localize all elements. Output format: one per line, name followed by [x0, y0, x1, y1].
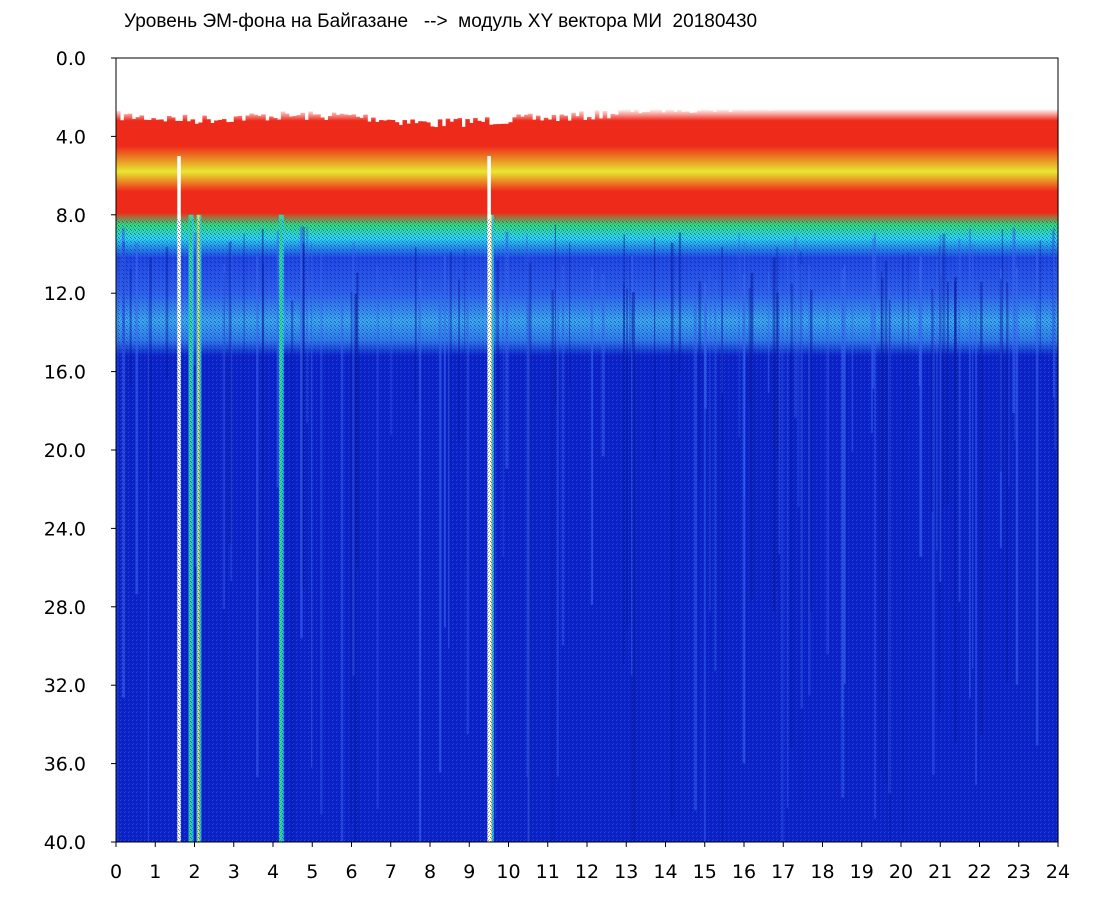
x-tick-label: 15: [693, 861, 717, 883]
x-tick-label: 7: [385, 861, 397, 883]
x-tick-label: 11: [536, 861, 560, 883]
x-tick-label: 14: [653, 861, 677, 883]
y-tick-label: 24.0: [44, 518, 86, 540]
x-tick-label: 21: [928, 861, 952, 883]
x-tick-label: 20: [889, 861, 913, 883]
x-tick-label: 2: [188, 861, 200, 883]
x-axis: 0 1 2 3 4 5 6 7 8 9 10 11 12 13 14 15 16 17 18 19 20 21 22 23 24: [110, 842, 1070, 883]
x-tick-label: 13: [614, 861, 638, 883]
x-tick-label: 23: [1007, 861, 1031, 883]
x-tick-label: 0: [110, 861, 122, 883]
x-tick-label: 8: [424, 861, 436, 883]
y-tick-label: 4.0: [56, 126, 86, 148]
y-tick-label: 12.0: [44, 283, 86, 305]
y-tick-label: 40.0: [44, 832, 86, 854]
x-tick-label: 17: [771, 861, 795, 883]
x-tick-label: 5: [306, 861, 318, 883]
x-tick-label: 19: [850, 861, 874, 883]
x-tick-label: 6: [345, 861, 357, 883]
x-tick-label: 24: [1046, 861, 1070, 883]
y-tick-label: 20.0: [44, 440, 86, 462]
x-tick-label: 12: [575, 861, 599, 883]
x-tick-label: 18: [810, 861, 834, 883]
x-tick-label: 10: [496, 861, 520, 883]
x-tick-label: 9: [463, 861, 475, 883]
chart-title: Уровень ЭМ-фона на Байгазане --> модуль …: [124, 11, 758, 32]
y-tick-label: 16.0: [44, 362, 86, 384]
y-tick-label: 32.0: [44, 675, 86, 697]
x-tick-label: 1: [149, 861, 161, 883]
y-tick-label: 0.0: [56, 48, 86, 70]
x-tick-label: 22: [967, 861, 991, 883]
y-axis: 0.0 4.0 8.0 12.0 16.0 20.0 24.0 28.0 32.0 36.0 40.…: [44, 48, 116, 854]
x-tick-label: 16: [732, 861, 756, 883]
noise-overlay: [116, 218, 1058, 843]
y-tick-label: 8.0: [56, 205, 86, 227]
y-tick-label: 36.0: [44, 754, 86, 776]
x-tick-label: 4: [267, 861, 279, 883]
x-tick-label: 3: [228, 861, 240, 883]
y-tick-label: 28.0: [44, 597, 86, 619]
